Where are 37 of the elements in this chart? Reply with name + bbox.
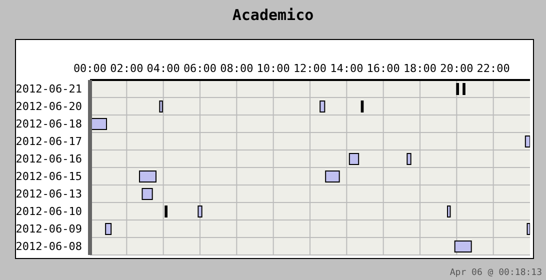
y-tick-label: 2012-06-16: [16, 152, 82, 166]
bar: [105, 223, 112, 235]
bar: [159, 100, 163, 112]
y-tick-label: 2012-06-17: [16, 135, 82, 148]
x-tick-label: 18:00: [403, 62, 437, 75]
bar: [139, 170, 156, 182]
bar: [454, 240, 472, 252]
y-tick-label: 2012-06-20: [16, 100, 82, 114]
x-tick-label: 10:00: [256, 62, 290, 75]
x-tick-label: 16:00: [366, 62, 400, 75]
y-tick-label: 2012-06-09: [16, 222, 82, 236]
bar: [142, 188, 153, 200]
bar: [526, 223, 530, 235]
bar: [447, 206, 451, 218]
x-tick-label: 20:00: [440, 62, 474, 75]
y-tick-label: 2012-06-08: [16, 240, 82, 254]
bar: [325, 170, 340, 182]
x-tick-label: 22:00: [476, 62, 510, 75]
bar: [524, 136, 530, 148]
y-tick-label: 2012-06-18: [16, 118, 82, 131]
x-tick-label: 04:00: [146, 62, 180, 75]
x-tick-label: 00:00: [73, 62, 107, 75]
x-tick-label: 06:00: [183, 62, 217, 75]
x-tick-label: 14:00: [330, 62, 364, 75]
text: Apr 06 @ 00:18:13: [450, 268, 542, 278]
y-tick-label: 2012-06-15: [16, 170, 82, 184]
bar: [198, 206, 202, 218]
bar: [320, 100, 326, 112]
y-tick-label: 2012-06-21: [16, 82, 82, 96]
bar: [406, 153, 412, 165]
x-tick-label: 02:00: [110, 62, 144, 75]
bar: [348, 153, 360, 165]
y-tick-label: 2012-06-10: [16, 205, 82, 218]
x-tick-label: 08:00: [220, 62, 254, 75]
chart-title: Academico: [231, 6, 315, 24]
y-tick-label: 2012-06-13: [16, 188, 82, 201]
x-tick-label: 12:00: [293, 62, 327, 75]
